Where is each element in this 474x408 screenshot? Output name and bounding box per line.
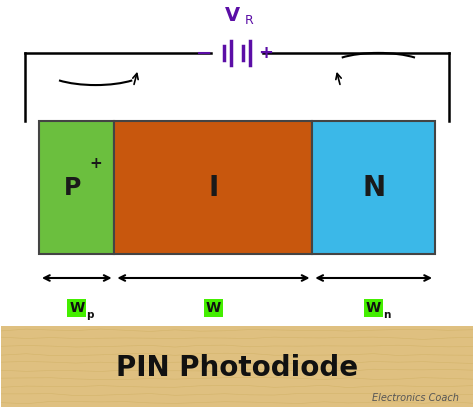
Text: N: N bbox=[362, 173, 385, 202]
Text: R: R bbox=[245, 14, 253, 27]
Text: V: V bbox=[225, 6, 240, 25]
Text: PIN Photodiode: PIN Photodiode bbox=[116, 355, 358, 382]
Text: P: P bbox=[64, 175, 81, 200]
Text: Electronics Coach: Electronics Coach bbox=[372, 392, 458, 403]
Text: −: − bbox=[196, 43, 212, 62]
Text: I: I bbox=[208, 173, 219, 202]
Text: +: + bbox=[89, 156, 102, 171]
Text: p: p bbox=[86, 310, 94, 320]
Bar bbox=[115, 121, 312, 254]
Bar bbox=[1, 326, 473, 407]
Text: W: W bbox=[206, 301, 221, 315]
Text: W: W bbox=[366, 301, 381, 315]
Text: W: W bbox=[69, 301, 84, 315]
Text: n: n bbox=[383, 310, 391, 320]
Text: +: + bbox=[258, 44, 273, 62]
Bar bbox=[312, 121, 435, 254]
Bar bbox=[39, 121, 115, 254]
